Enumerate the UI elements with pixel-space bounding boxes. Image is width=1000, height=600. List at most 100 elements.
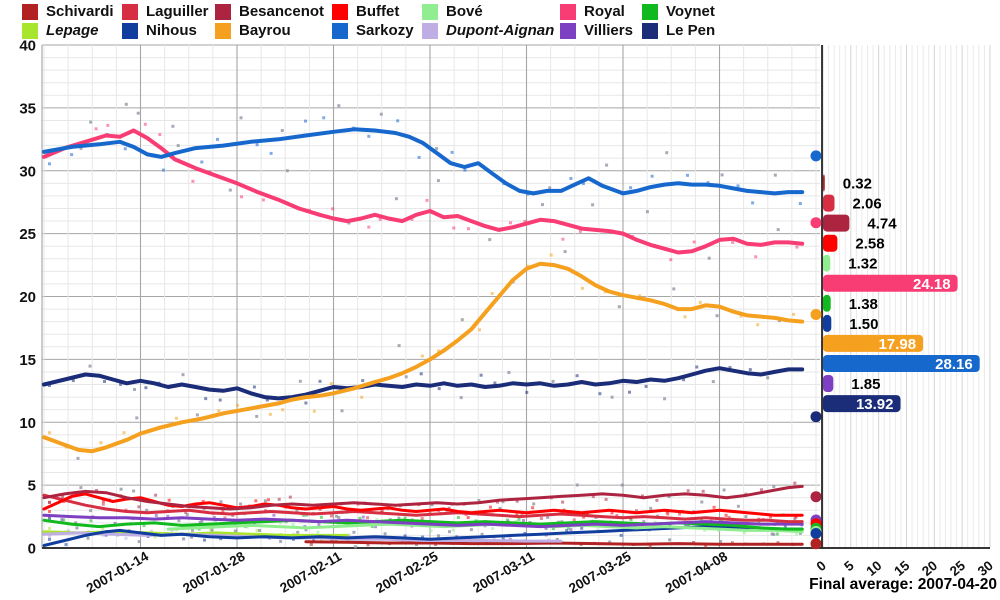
poll-dot-royal	[692, 240, 696, 244]
final-average-bar-schivardi	[823, 174, 825, 192]
poll-dot-besancenot	[760, 488, 763, 492]
poll-dot-schivardi	[704, 545, 708, 549]
poll-dot-sarkozy	[216, 137, 219, 141]
poll-dot-schivardi	[719, 540, 723, 543]
poll-dot-dupont	[137, 540, 141, 544]
legend-item-schivardi: Schivardi	[22, 3, 122, 20]
final-average-bar-royal	[823, 274, 958, 292]
poll-dot-buffet	[201, 499, 205, 503]
legend-swatch-sarkozy	[332, 22, 348, 39]
poll-dot-royal	[731, 240, 735, 244]
poll-dot-sarkozy	[463, 168, 467, 172]
poll-dot-royal	[410, 217, 414, 221]
legend-item-besancenot: Besancenot	[215, 3, 332, 20]
poll-dot-buffet	[794, 515, 798, 519]
poll-dot-voynet	[89, 519, 93, 523]
poll-dot-besancenot	[119, 487, 123, 491]
poll-dot-buffet	[101, 499, 105, 503]
final-average-value-voynet: 1.38	[849, 296, 878, 313]
final-average-label: Final average: 2007-04-20	[809, 576, 997, 593]
poll-dot-bayrou	[76, 456, 80, 460]
poll-dot-nihous	[182, 537, 186, 541]
poll-dot-voynet	[62, 518, 66, 522]
poll-dot-dupont	[124, 536, 128, 540]
poll-dot-bayrou	[715, 314, 719, 318]
poll-dot-buffet	[700, 500, 704, 504]
poll-dot-voynet	[551, 527, 555, 531]
poll-dot-lepen	[711, 380, 715, 384]
legend-swatch-voynet	[642, 3, 658, 20]
poll-dot-buffet	[610, 511, 614, 515]
poll-dot-besancenot	[496, 500, 499, 504]
poll-dot-royal	[94, 127, 98, 131]
poll-dot-villiers	[569, 528, 573, 532]
poll-dot-royal	[367, 225, 371, 229]
poll-dot-lepen	[88, 364, 92, 368]
legend-label-lepen: Le Pen	[666, 22, 716, 39]
poll-dot-besancenot	[591, 495, 595, 499]
poll-dot-royal	[79, 146, 83, 150]
poll-dot-lepage	[296, 530, 300, 534]
final-average-bar-voynet	[823, 294, 831, 312]
poll-dot-royal	[158, 133, 162, 137]
poll-dot-royal	[467, 227, 470, 231]
poll-dot-lepage	[153, 535, 157, 539]
poll-dot-sarkozy	[548, 186, 552, 190]
poll-dot-lepen	[682, 378, 686, 382]
poll-dot-villiers	[74, 521, 78, 525]
poll-dot-royal	[191, 179, 195, 183]
poll-dot-bove	[742, 531, 746, 535]
poll-dot-nihous	[203, 538, 206, 542]
poll-dot-royal	[591, 203, 595, 207]
poll-dot-bove	[258, 529, 262, 532]
ytick-label: 10	[19, 415, 36, 432]
final-average-value-bayrou: 17.98	[879, 336, 917, 353]
poll-dot-schivardi	[353, 545, 357, 549]
poll-dot-bayrou	[122, 431, 126, 435]
poll-dot-besancenot	[48, 500, 51, 504]
poll-dot-buffet	[239, 502, 243, 506]
poll-dot-dupont	[48, 534, 51, 538]
poll-dot-royal	[228, 188, 232, 192]
result-dot-royal	[810, 217, 822, 229]
poll-dot-nihous	[279, 539, 283, 543]
bar-xtick-label: 30	[975, 558, 996, 579]
poll-dot-bayrou	[174, 416, 178, 420]
poll-dot-royal	[285, 169, 289, 173]
poll-dot-besancenot	[620, 483, 624, 487]
poll-dot-lepen	[71, 379, 75, 383]
poll-dot-bove	[316, 530, 320, 534]
poll-dot-voynet	[566, 526, 570, 530]
poll-dot-dupont	[149, 529, 153, 533]
poll-dot-royal	[261, 198, 265, 202]
poll-dot-bayrou	[672, 287, 676, 291]
legend-item-villiers: Villiers	[560, 22, 642, 39]
poll-dot-royal	[523, 219, 527, 223]
poll-dot-bayrou	[437, 349, 440, 353]
poll-dot-sarkozy	[200, 160, 204, 164]
xtick-label: 2007-01-28	[180, 548, 248, 596]
xtick-label: 2007-01-14	[84, 548, 152, 596]
poll-dot-bayrou	[563, 250, 567, 254]
poll-dot-dupont	[415, 543, 418, 546]
poll-dot-royal	[488, 238, 492, 242]
poll-dot-nihous	[437, 534, 440, 538]
legend-item-buffet: Buffet	[332, 3, 422, 20]
poll-dot-nihous	[501, 537, 505, 541]
bar-xtick-label: 10	[863, 558, 884, 579]
poll-dot-lepen	[204, 397, 208, 401]
poll-dot-bayrou	[526, 264, 530, 268]
result-dot-schivardi	[810, 538, 822, 550]
poll-dot-bove	[451, 528, 455, 532]
poll-dot-buffet	[666, 512, 670, 516]
poll-dot-bayrou	[281, 408, 285, 412]
bar-xtick-label: 20	[919, 558, 940, 579]
poll-dot-voynet	[75, 526, 79, 530]
poll-dot-buffet	[546, 515, 550, 519]
poll-dot-besancenot	[686, 489, 690, 493]
final-average-bar-laguiller	[823, 194, 835, 212]
poll-dot-bayrou	[549, 253, 553, 257]
legend-item-dupont: Dupont-Aignan	[422, 22, 560, 39]
poll-dot-lepen	[663, 397, 667, 401]
